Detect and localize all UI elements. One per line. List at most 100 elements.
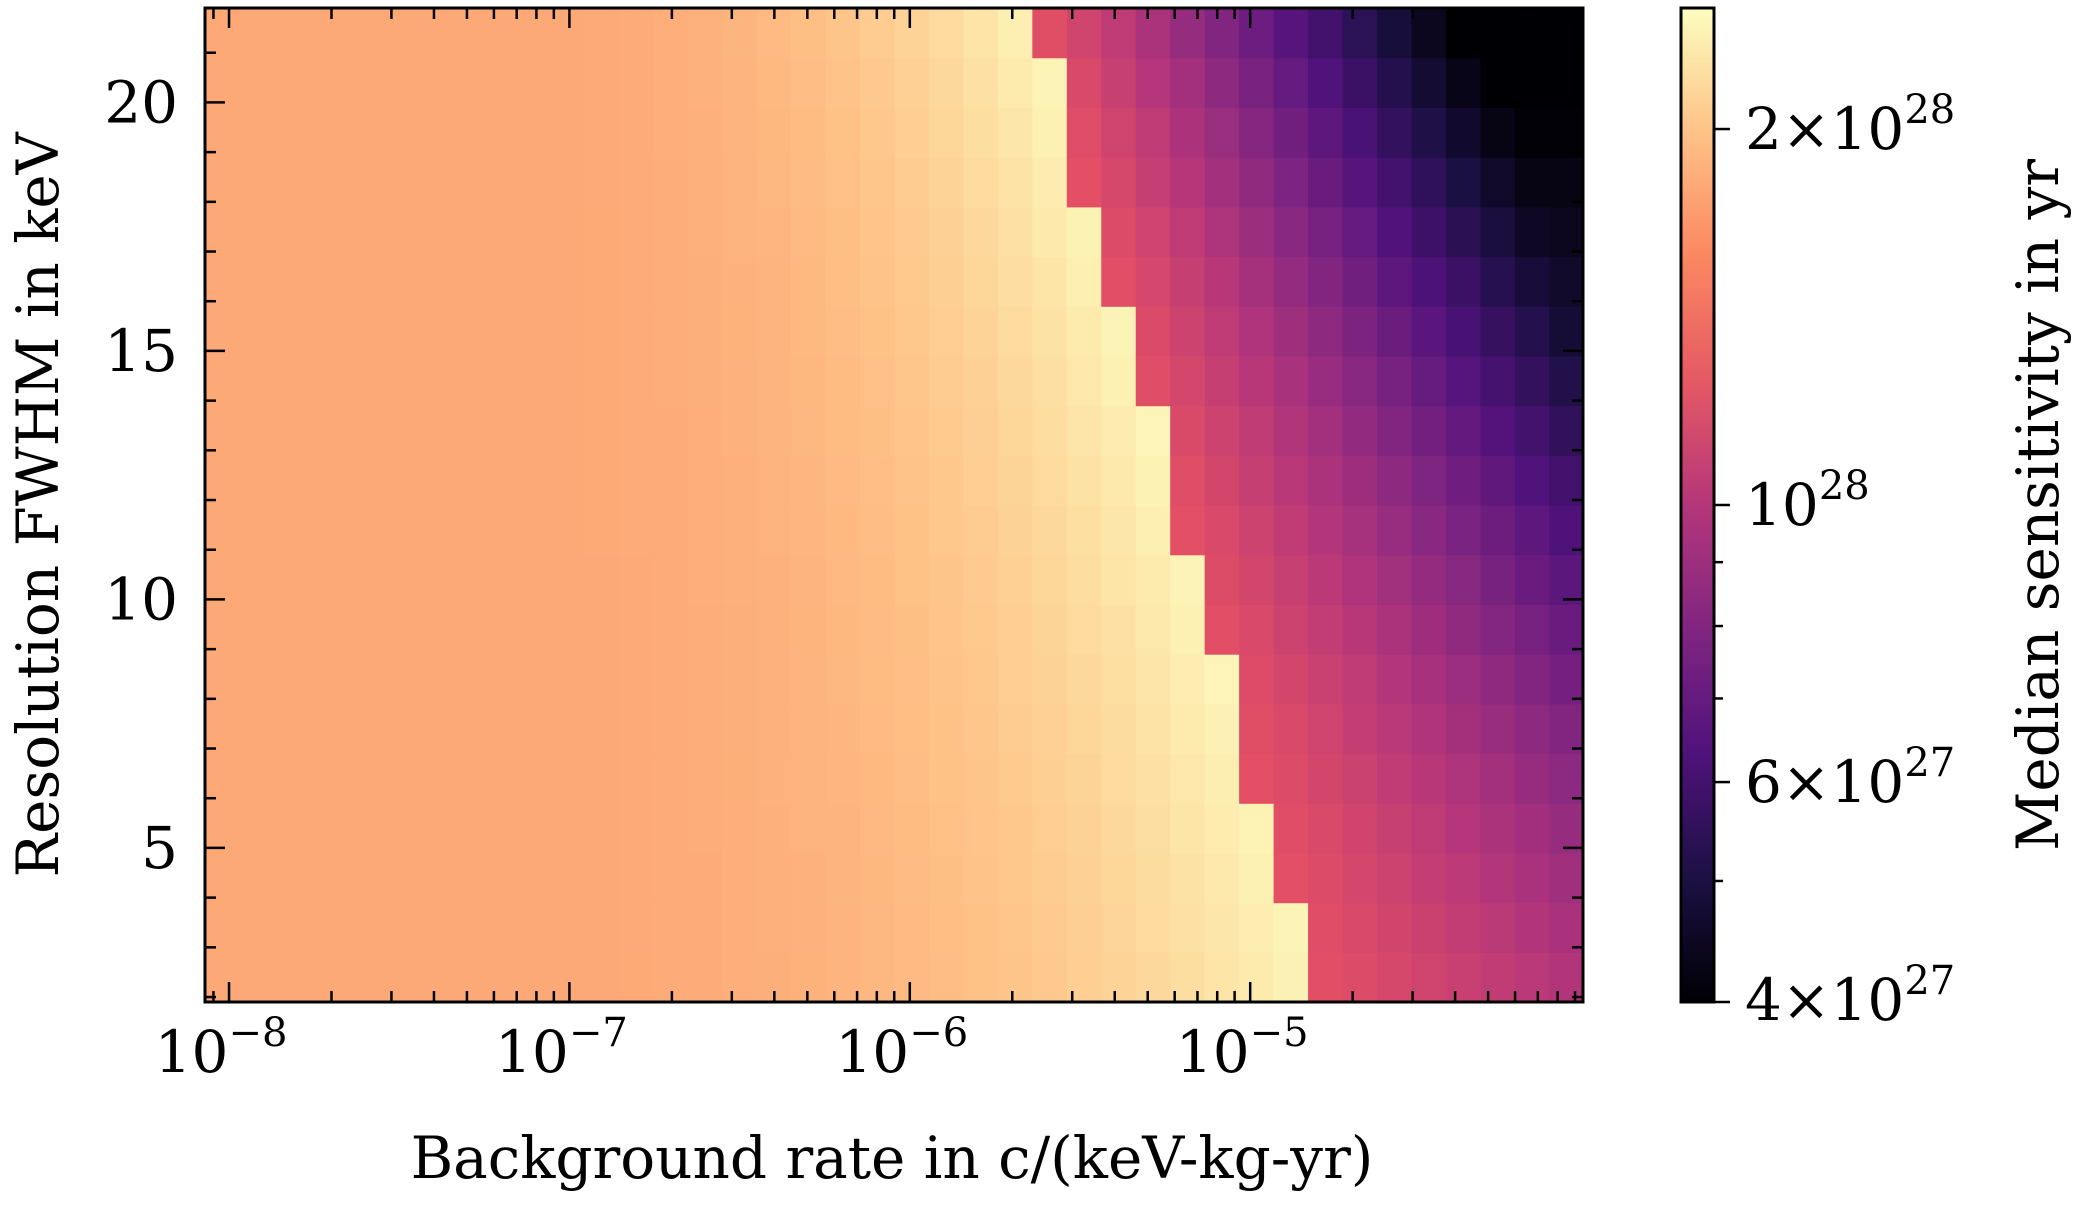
heatmap-cell xyxy=(825,554,861,605)
heatmap-cell xyxy=(1066,505,1102,556)
heatmap-cell xyxy=(1204,256,1240,307)
heatmap-cell xyxy=(791,952,827,1003)
heatmap-cell xyxy=(1342,505,1378,556)
heatmap-cell xyxy=(825,505,861,556)
heatmap-cell xyxy=(1308,902,1344,953)
heatmap-cell xyxy=(274,852,310,904)
heatmap-cell xyxy=(1411,505,1447,556)
heatmap-cell xyxy=(343,554,379,605)
heatmap-cell xyxy=(1204,107,1240,158)
heatmap-cell xyxy=(308,604,344,655)
heatmap-cell xyxy=(1101,57,1137,108)
heatmap-cell xyxy=(1066,206,1102,258)
heatmap-cell xyxy=(722,107,758,158)
heatmap-cell xyxy=(239,654,275,705)
colorbar-tick-exponent: 28 xyxy=(1904,87,1955,133)
heatmap-cell xyxy=(1342,852,1378,904)
y-axis-ticks: 5 10 15 20 xyxy=(104,51,1583,999)
heatmap-cell xyxy=(1411,604,1447,655)
heatmap-cell xyxy=(274,554,310,605)
heatmap-cell xyxy=(1204,206,1240,258)
heatmap-cell xyxy=(1445,505,1481,556)
heatmap-cell xyxy=(1135,405,1171,456)
heatmap-cell xyxy=(1032,107,1068,158)
heatmap-cell xyxy=(997,355,1033,407)
heatmap-cell xyxy=(411,57,448,108)
heatmap-cell xyxy=(1376,355,1413,407)
heatmap-cell xyxy=(1342,902,1378,953)
heatmap-cell xyxy=(997,107,1033,158)
heatmap-cell xyxy=(480,256,516,307)
heatmap-cell xyxy=(549,852,585,904)
heatmap-cell xyxy=(549,57,585,108)
heatmap-cell xyxy=(963,8,999,59)
heatmap-cell xyxy=(1066,803,1102,854)
heatmap-cell xyxy=(584,306,620,357)
heatmap-cell xyxy=(480,455,516,506)
heatmap-cell xyxy=(308,306,344,357)
heatmap-cell xyxy=(308,355,344,407)
heatmap-cell xyxy=(411,405,448,456)
heatmap-cell xyxy=(239,852,275,904)
heatmap-cell xyxy=(687,654,723,705)
heatmap-cell xyxy=(584,852,620,904)
y-axis-label: Resolution FWHM in keV xyxy=(4,131,72,877)
heatmap-cell xyxy=(1135,753,1171,804)
heatmap-cell xyxy=(722,256,758,307)
x-tick-base: 10 xyxy=(1176,1018,1250,1086)
heatmap-cell xyxy=(549,803,585,854)
heatmap-cell xyxy=(1514,753,1550,804)
heatmap-cell xyxy=(687,604,723,655)
heatmap-cell xyxy=(274,405,310,456)
heatmap-cell xyxy=(274,604,310,655)
heatmap-cell xyxy=(791,852,827,904)
heatmap-cell xyxy=(308,902,344,953)
heatmap-cell xyxy=(1170,952,1206,1003)
heatmap-cell xyxy=(480,157,516,208)
heatmap-cell xyxy=(928,8,965,59)
heatmap-cell xyxy=(1204,803,1240,854)
heatmap-cell xyxy=(1101,554,1137,605)
heatmap-cell xyxy=(1032,455,1068,506)
heatmap-cell xyxy=(549,952,585,1003)
heatmap-cell xyxy=(274,654,310,705)
heatmap-cell xyxy=(343,902,379,953)
y-tick-label: 10 xyxy=(104,565,178,633)
heatmap-cell xyxy=(894,57,930,108)
heatmap-cell xyxy=(756,157,792,208)
heatmap-cell xyxy=(963,753,999,804)
heatmap-cell xyxy=(1376,852,1413,904)
heatmap-cell xyxy=(1204,554,1240,605)
heatmap-cell xyxy=(1549,654,1584,705)
heatmap-cell xyxy=(377,206,413,258)
heatmap-cell xyxy=(274,455,310,506)
heatmap-cell xyxy=(239,753,275,804)
heatmap-cell xyxy=(1170,604,1206,655)
heatmap-cell xyxy=(1376,654,1413,705)
heatmap-cell xyxy=(1101,107,1137,158)
heatmap-cell xyxy=(308,952,344,1003)
heatmap-cell xyxy=(1135,256,1171,307)
heatmap-cell xyxy=(1376,405,1413,456)
heatmap-cell xyxy=(722,505,758,556)
heatmap-cell xyxy=(274,306,310,357)
heatmap-cells xyxy=(205,8,1584,1003)
heatmap-cell xyxy=(894,206,930,258)
heatmap-cell xyxy=(963,107,999,158)
heatmap-cell xyxy=(1549,107,1584,158)
heatmap-cell xyxy=(1514,405,1550,456)
heatmap-cell xyxy=(411,206,448,258)
heatmap-cell xyxy=(343,654,379,705)
heatmap-cell xyxy=(446,753,482,804)
heatmap-cell xyxy=(584,952,620,1003)
heatmap-cell xyxy=(1549,405,1584,456)
heatmap-cell xyxy=(1342,206,1378,258)
heatmap-cell xyxy=(1239,604,1275,655)
heatmap-cell xyxy=(205,355,241,407)
heatmap-cell xyxy=(549,654,585,705)
heatmap-cell xyxy=(618,107,654,158)
heatmap-cell xyxy=(274,505,310,556)
heatmap-cell xyxy=(618,57,654,108)
heatmap-cell xyxy=(205,306,241,357)
heatmap-cell xyxy=(343,952,379,1003)
